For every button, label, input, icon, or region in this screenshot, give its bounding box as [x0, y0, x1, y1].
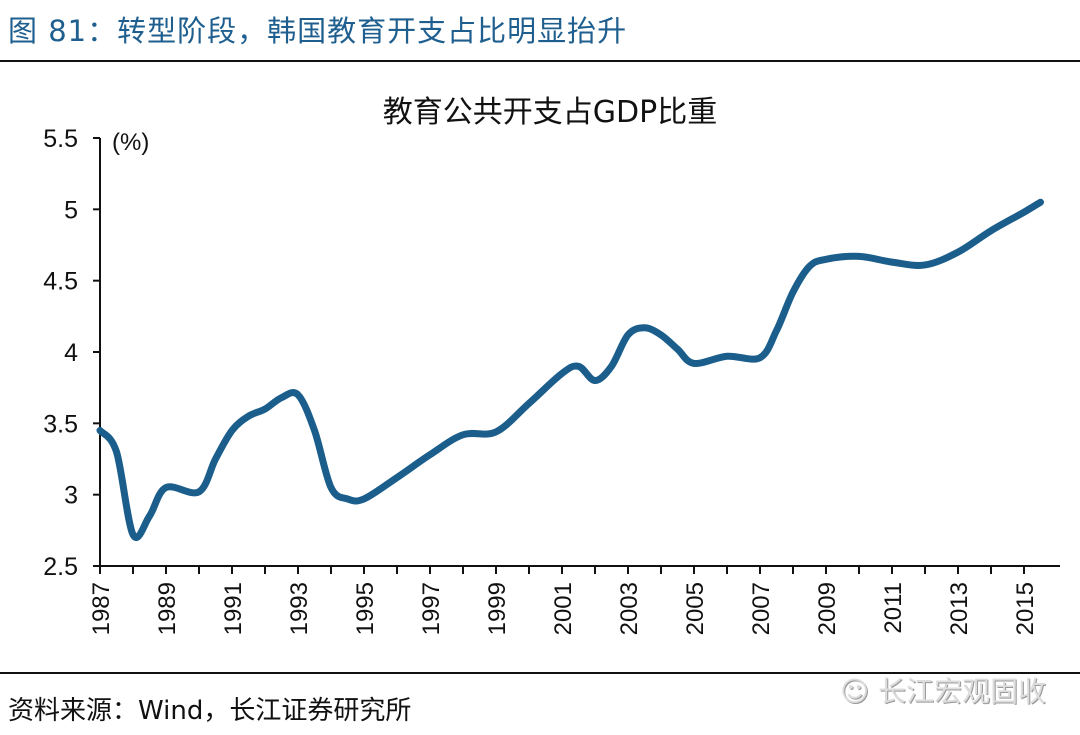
x-tick-label: 1995 — [352, 582, 379, 635]
y-tick-label: 5 — [64, 196, 78, 224]
y-tick-label: 4 — [64, 339, 78, 367]
x-tick-label: 2003 — [616, 582, 643, 635]
series-line — [96, 198, 1044, 541]
y-tick-label: 3 — [64, 482, 78, 510]
x-tick-label: 2009 — [814, 582, 841, 635]
figure-title: 图 81：转型阶段，韩国教育开支占比明显抬升 — [8, 14, 628, 48]
watermark: ☺ 长江宏观固收 — [840, 670, 1046, 710]
x-tick-label: 2001 — [550, 582, 577, 635]
y-tick-label: 4.5 — [43, 268, 78, 296]
y-tick-label: 3.5 — [43, 410, 78, 438]
x-tick-label: 1999 — [484, 582, 511, 635]
x-tick-label: 2013 — [946, 582, 973, 635]
y-tick-label: 5.5 — [43, 125, 78, 153]
x-tick-label: 1991 — [220, 582, 247, 635]
x-tick-label: 2005 — [682, 582, 709, 635]
x-tick-label: 1987 — [88, 582, 115, 635]
top-rule — [0, 60, 1080, 62]
wechat-icon: ☺ — [840, 675, 870, 708]
x-tick-label: 1989 — [154, 582, 181, 635]
source-note: 资料来源：Wind，长江证券研究所 — [8, 696, 412, 726]
x-tick-label: 1993 — [286, 582, 313, 635]
y-axis-unit: (%) — [112, 129, 149, 156]
chart-title: 教育公共开支占GDP比重 — [383, 95, 717, 130]
x-tick-label: 2007 — [748, 582, 775, 635]
watermark-text: 长江宏观固收 — [878, 675, 1047, 708]
x-tick-label: 2011 — [880, 582, 907, 634]
x-tick-label: 2015 — [1012, 582, 1039, 635]
y-tick-label: 2.5 — [43, 553, 78, 581]
x-tick-label: 1997 — [418, 582, 445, 635]
bottom-rule — [0, 672, 1080, 674]
